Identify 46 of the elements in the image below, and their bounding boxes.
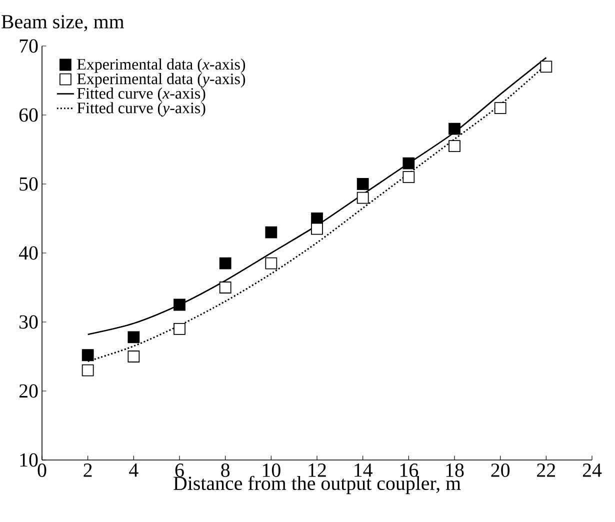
x-tick-label: 8 (221, 464, 230, 477)
x-tick-label: 16 (400, 464, 418, 477)
y-tick-label: 60 (19, 108, 38, 122)
point (265, 257, 278, 270)
point (402, 157, 415, 170)
point (311, 212, 323, 224)
x-tick-label: 10 (262, 464, 280, 477)
x-axis-title: Distance from the output coupler, m (174, 476, 461, 494)
x-tick-label: 14 (354, 464, 372, 477)
point (174, 298, 186, 311)
legend-label: Fitted curve (y-axis) (77, 102, 206, 117)
point (219, 257, 232, 270)
point (82, 364, 94, 376)
y-axis-title: Beam size, mm (2, 15, 124, 32)
x-tick-label: 2 (84, 464, 92, 477)
x-tick-label: 0 (38, 464, 46, 477)
point (128, 331, 140, 344)
point (311, 222, 323, 235)
point (219, 282, 232, 294)
point (494, 102, 506, 114)
point (448, 122, 460, 135)
y-tick-label: 40 (18, 246, 38, 260)
point (265, 226, 278, 238)
x-tick-label: 20 (491, 464, 510, 477)
legend-label: Experimental data (y-axis) (77, 73, 246, 88)
x-tick-label: 4 (129, 464, 138, 477)
x-tick-label: 6 (175, 464, 184, 477)
point (448, 140, 460, 152)
point (174, 322, 186, 335)
y-tick-label: 10 (20, 453, 38, 467)
y-tick-label: 50 (20, 177, 38, 191)
y-tick-label: 70 (20, 39, 38, 53)
legend-label: Fitted curve (x-axis) (77, 88, 206, 102)
x-tick-label: 22 (537, 464, 556, 477)
x-tick-label: 12 (308, 464, 326, 477)
x-tick-label: 18 (446, 464, 464, 477)
point (356, 192, 369, 204)
y-tick-label: 20 (19, 384, 38, 398)
point (402, 171, 415, 184)
point (356, 178, 369, 190)
x-tick-label: 24 (582, 464, 602, 477)
point (540, 60, 552, 73)
y-tick-label: 30 (20, 315, 38, 329)
point (82, 349, 94, 362)
point (128, 350, 140, 362)
legend-label: Experimental data (x-axis) (77, 58, 246, 73)
